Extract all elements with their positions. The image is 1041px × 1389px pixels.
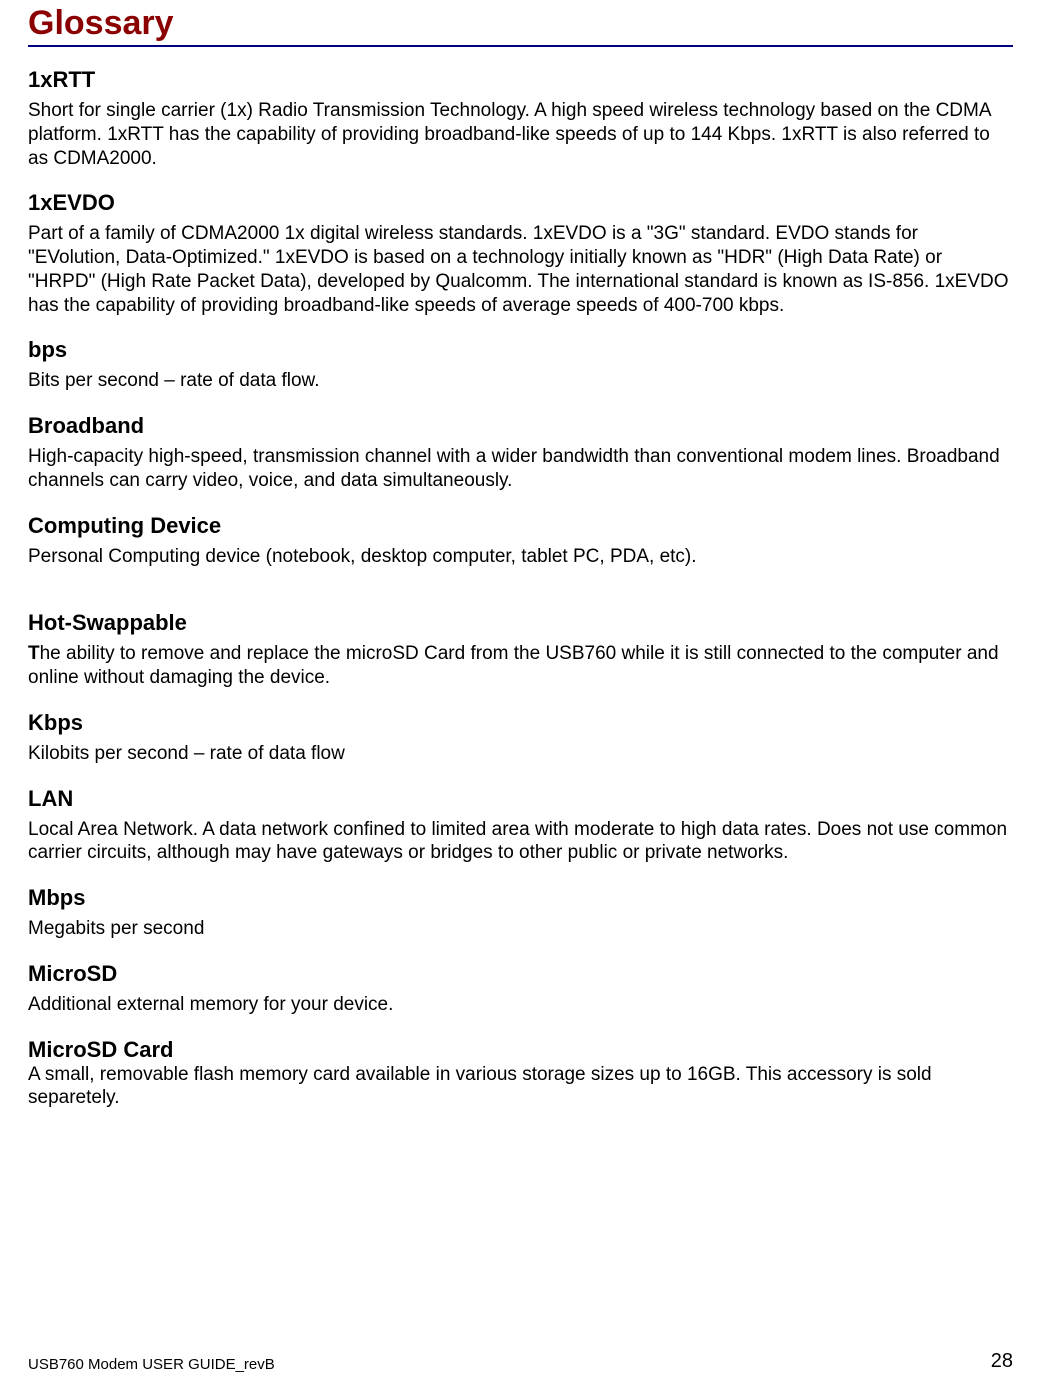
entry-term: Kbps xyxy=(28,710,1013,736)
entry-definition: A small, removable flash memory card ava… xyxy=(28,1063,1013,1111)
entry-definition: Part of a family of CDMA2000 1x digital … xyxy=(28,222,1013,317)
entry-term: LAN xyxy=(28,786,1013,812)
glossary-entry: LAN Local Area Network. A data network c… xyxy=(28,786,1013,866)
entry-definition: Personal Computing device (notebook, des… xyxy=(28,545,1013,569)
entry-definition: The ability to remove and replace the mi… xyxy=(28,642,1013,690)
entry-term: Mbps xyxy=(28,885,1013,911)
glossary-entry: Kbps Kilobits per second – rate of data … xyxy=(28,710,1013,766)
footer-document-title: USB760 Modem USER GUIDE_revB xyxy=(28,1356,275,1373)
entry-definition: Additional external memory for your devi… xyxy=(28,993,1013,1017)
entry-definition: Kilobits per second – rate of data flow xyxy=(28,742,1013,766)
entry-term: Hot-Swappable xyxy=(28,610,1013,636)
entry-definition: High-capacity high-speed, transmission c… xyxy=(28,445,1013,493)
glossary-entry: Computing Device Personal Computing devi… xyxy=(28,513,1013,569)
entry-definition: Local Area Network. A data network confi… xyxy=(28,818,1013,866)
definition-rest: he ability to remove and replace the mic… xyxy=(28,643,999,688)
glossary-entry: bps Bits per second – rate of data flow. xyxy=(28,337,1013,393)
glossary-entry: 1xEVDO Part of a family of CDMA2000 1x d… xyxy=(28,190,1013,317)
entry-term: Broadband xyxy=(28,413,1013,439)
page-number: 28 xyxy=(991,1350,1013,1373)
entry-term: 1xEVDO xyxy=(28,190,1013,216)
entry-term: MicroSD Card xyxy=(28,1037,1013,1063)
page-title: Glossary xyxy=(28,4,1013,47)
glossary-entry: Mbps Megabits per second xyxy=(28,885,1013,941)
glossary-entry: Broadband High-capacity high-speed, tran… xyxy=(28,413,1013,493)
glossary-entry: MicroSD Card A small, removable flash me… xyxy=(28,1037,1013,1111)
glossary-entry: MicroSD Additional external memory for y… xyxy=(28,961,1013,1017)
entry-term: 1xRTT xyxy=(28,67,1013,93)
entry-term: bps xyxy=(28,337,1013,363)
glossary-entry: 1xRTT Short for single carrier (1x) Radi… xyxy=(28,67,1013,170)
entry-definition: Bits per second – rate of data flow. xyxy=(28,369,1013,393)
entry-definition: Short for single carrier (1x) Radio Tran… xyxy=(28,99,1013,170)
entry-definition: Megabits per second xyxy=(28,917,1013,941)
document-page: Glossary 1xRTT Short for single carrier … xyxy=(0,4,1041,1389)
page-footer: USB760 Modem USER GUIDE_revB 28 xyxy=(28,1350,1013,1373)
entry-term: MicroSD xyxy=(28,961,1013,987)
spacing xyxy=(28,568,1013,590)
entry-term: Computing Device xyxy=(28,513,1013,539)
bold-lead-letter: T xyxy=(28,643,40,664)
glossary-entry: Hot-Swappable The ability to remove and … xyxy=(28,610,1013,690)
